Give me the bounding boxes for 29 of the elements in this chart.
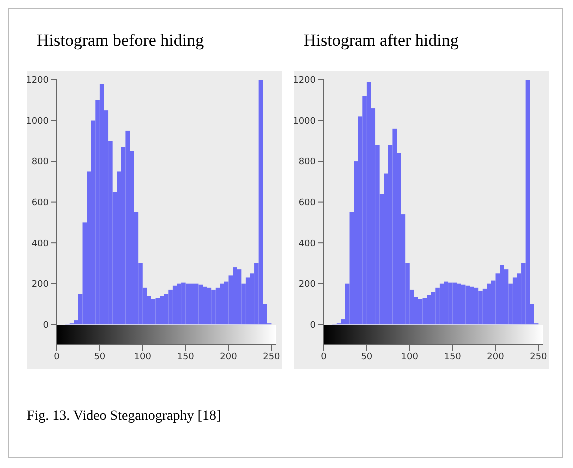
x-tick-label: 0 (54, 352, 60, 362)
caption: Fig. 13. Video Steganography [18] (27, 409, 222, 425)
x-tick-label: 250 (530, 352, 548, 362)
y-tick-label: 1200 (26, 76, 50, 86)
y-tick-label: 0 (43, 320, 50, 331)
chart-title: Histogram after hiding (303, 31, 460, 52)
x-tick-label: 200 (487, 352, 505, 362)
y-tick-label: 0 (310, 320, 316, 331)
y-tick-label: 200 (298, 280, 316, 290)
y-tick-label: 600 (32, 198, 50, 209)
y-tick-label: 800 (298, 158, 316, 168)
x-tick-label: 50 (94, 352, 106, 362)
x-tick-label: 250 (263, 352, 281, 362)
y-tick-label: 400 (298, 239, 316, 250)
x-tick-label: 0 (321, 352, 328, 362)
x-tick-label: 150 (444, 352, 462, 362)
x-tick-label: 200 (220, 352, 238, 362)
y-tick-label: 400 (32, 239, 50, 250)
y-tick-label: 800 (32, 158, 50, 168)
x-tick-label: 100 (401, 352, 419, 362)
x-tick-label: 150 (177, 352, 195, 362)
y-tick-label: 1200 (293, 76, 316, 86)
y-tick-label: 600 (298, 198, 316, 209)
y-tick-label: 200 (32, 280, 50, 290)
chart-title: Histogram before hiding (36, 31, 206, 52)
y-tick-label: 1000 (293, 116, 316, 127)
x-tick-label: 100 (134, 352, 152, 362)
x-tick-label: 50 (361, 352, 373, 362)
y-tick-label: 1000 (26, 116, 50, 127)
